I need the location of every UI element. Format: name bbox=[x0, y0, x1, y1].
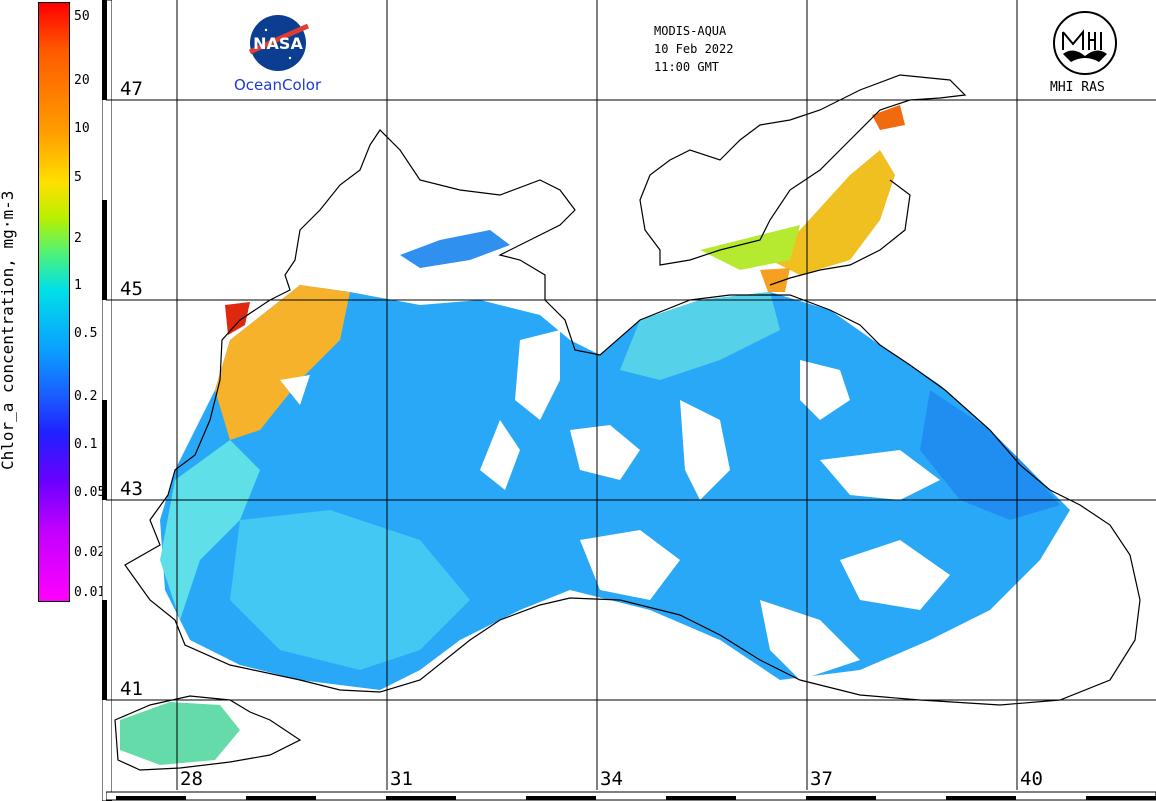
mhi-ras-label: MHI RAS bbox=[1050, 80, 1105, 95]
colorbar-tick: 0.05 bbox=[74, 485, 106, 500]
colorbar-tick: 5 bbox=[74, 170, 82, 185]
colorbar-tick: 0.1 bbox=[74, 437, 98, 452]
cloud-mask bbox=[280, 330, 950, 680]
colorbar-tick: 50 bbox=[74, 9, 90, 24]
colorbar-tick: 0.02 bbox=[74, 545, 106, 560]
latitude-label: 43 bbox=[120, 478, 143, 500]
colorbar-tick: 2 bbox=[74, 231, 82, 246]
colorbar-tick: 10 bbox=[74, 121, 90, 136]
coastline bbox=[124, 129, 1141, 706]
longitude-scale-bar bbox=[106, 791, 1156, 801]
longitude-label: 28 bbox=[180, 768, 203, 790]
acquisition-time: 11:00 GMT bbox=[654, 60, 720, 74]
oceancolor-logo-text: OceanColor bbox=[234, 76, 322, 94]
latitude-label: 47 bbox=[120, 78, 143, 100]
latitude-label: 45 bbox=[120, 278, 143, 300]
azov-east-coast bbox=[769, 179, 911, 286]
black-sea-chlorophyll-map bbox=[106, 0, 1156, 801]
latitude-label: 41 bbox=[120, 678, 143, 700]
graticule bbox=[106, 0, 1156, 790]
longitude-label: 31 bbox=[390, 768, 413, 790]
colorbar-tick: 1 bbox=[74, 278, 82, 293]
longitude-label: 40 bbox=[1020, 768, 1043, 790]
latitude-scale-bar bbox=[102, 0, 112, 801]
svg-text:NASA: NASA bbox=[253, 34, 303, 53]
longitude-label: 37 bbox=[810, 768, 833, 790]
marmara-coast bbox=[114, 695, 302, 771]
longitude-label: 34 bbox=[600, 768, 623, 790]
mhi-ras-logo bbox=[1053, 11, 1117, 75]
colorbar bbox=[38, 2, 70, 602]
colorbar-tick: 0.5 bbox=[74, 326, 98, 341]
crimea-azov-coast bbox=[639, 74, 967, 266]
colorbar-tick: 20 bbox=[74, 73, 90, 88]
image-info: MODIS-AQUA 10 Feb 2022 11:00 GMT bbox=[654, 22, 733, 76]
colorbar-tick: 0.2 bbox=[74, 389, 98, 404]
colorbar-title: Chlor_a concentration, mg·m-3 bbox=[0, 190, 17, 470]
colorbar-tick: 0.01 bbox=[74, 585, 106, 600]
nasa-logo: NASA bbox=[248, 15, 310, 71]
acquisition-date: 10 Feb 2022 bbox=[654, 42, 734, 56]
sensor-name: MODIS-AQUA bbox=[654, 24, 727, 38]
